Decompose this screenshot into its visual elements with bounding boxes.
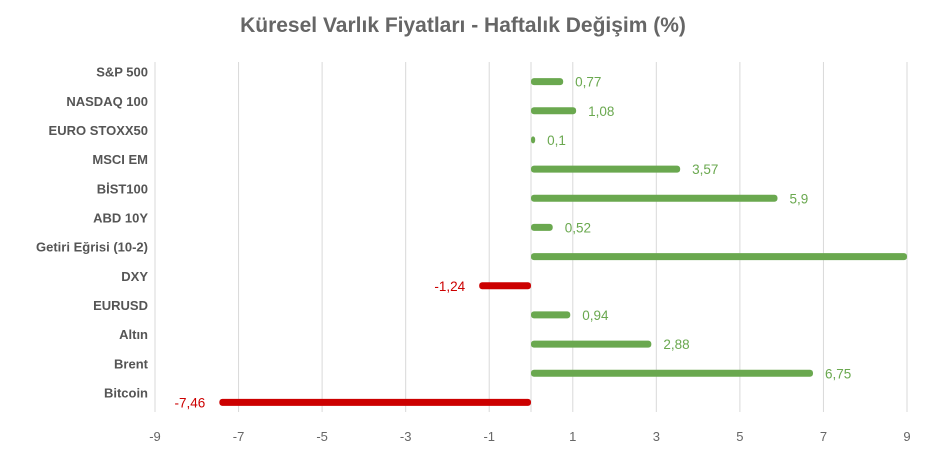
data-label-11: -7,46 [175, 395, 206, 410]
x-tick-label-9: 9 [903, 429, 910, 444]
category-label-10: Brent [114, 356, 149, 371]
x-tick-label-5: 1 [569, 429, 576, 444]
bar-2 [531, 136, 536, 144]
category-label-3: MSCI EM [92, 152, 148, 167]
bar-5 [531, 223, 553, 231]
bar-3 [531, 165, 681, 173]
category-label-1: NASDAQ 100 [66, 94, 148, 109]
data-label-8: 0,94 [582, 308, 609, 323]
data-label-9: 2,88 [663, 337, 689, 352]
bar-6 [531, 253, 907, 261]
category-label-2: EURO STOXX50 [49, 123, 148, 138]
data-label-0: 0,77 [575, 75, 601, 90]
bar-7 [479, 282, 531, 290]
x-tick-label-1: -7 [233, 429, 245, 444]
bar-10 [531, 369, 813, 377]
category-label-0: S&P 500 [96, 65, 148, 80]
bar-1 [531, 107, 577, 115]
x-tick-label-8: 7 [820, 429, 827, 444]
bar-0 [531, 78, 564, 86]
bar-4 [531, 194, 778, 202]
bar-9 [531, 340, 652, 348]
data-label-2: 0,1 [547, 133, 566, 148]
category-label-4: BİST100 [97, 181, 148, 196]
x-tick-label-4: -1 [483, 429, 495, 444]
x-tick-label-6: 3 [653, 429, 660, 444]
data-label-7: -1,24 [434, 279, 465, 294]
x-tick-label-3: -3 [400, 429, 412, 444]
category-label-6: Getiri Eğrisi (10-2) [36, 240, 148, 255]
bar-8 [531, 311, 571, 319]
category-label-9: Altın [119, 327, 148, 342]
data-label-4: 5,9 [789, 191, 808, 206]
x-tick-label-7: 5 [736, 429, 743, 444]
category-label-11: Bitcoin [104, 385, 148, 400]
data-label-1: 1,08 [588, 104, 614, 119]
data-label-3: 3,57 [692, 162, 718, 177]
category-label-5: ABD 10Y [93, 210, 148, 225]
x-tick-label-0: -9 [149, 429, 161, 444]
category-label-8: EURUSD [93, 298, 148, 313]
data-label-10: 6,75 [825, 366, 851, 381]
bar-11 [219, 398, 532, 406]
x-tick-label-2: -5 [316, 429, 328, 444]
category-label-7: DXY [121, 269, 148, 284]
chart-title: Küresel Varlık Fiyatları - Haftalık Deği… [240, 14, 686, 37]
data-label-5: 0,52 [565, 220, 591, 235]
